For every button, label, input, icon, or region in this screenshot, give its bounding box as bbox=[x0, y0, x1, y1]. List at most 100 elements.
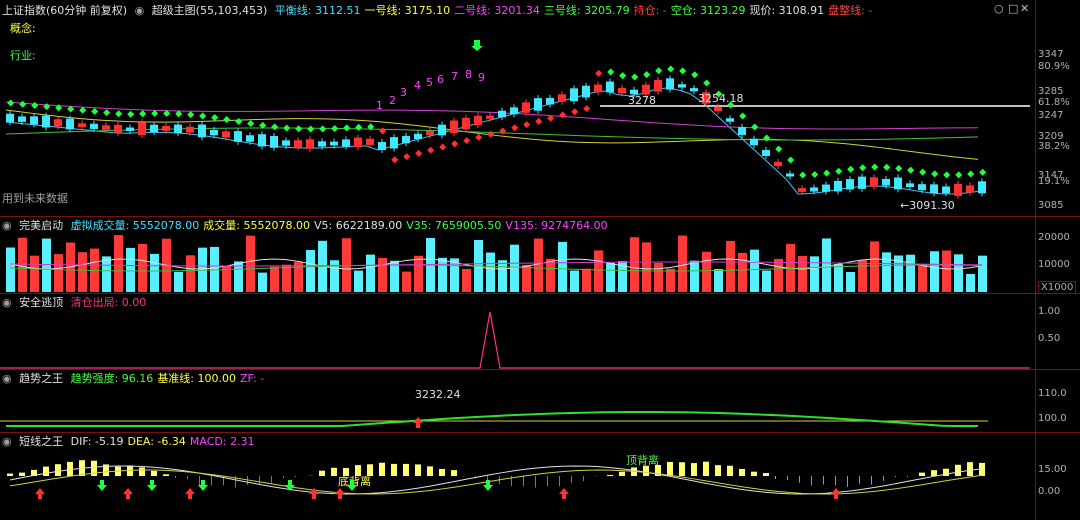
minimize-icon[interactable]: ○ bbox=[994, 2, 1004, 15]
candle-body bbox=[666, 78, 674, 90]
escape-chart[interactable] bbox=[0, 310, 1035, 370]
sequence-count-label: 6 bbox=[437, 73, 444, 86]
candle-body bbox=[654, 79, 662, 92]
macd-bar bbox=[871, 476, 872, 485]
peak-price-label: 3254.18 bbox=[698, 92, 744, 105]
indicator-name[interactable]: 超级主图(55,103,453) bbox=[151, 4, 268, 17]
future-data-note: 用到未来数据 bbox=[2, 192, 68, 205]
signal-dot bbox=[619, 72, 627, 80]
escape-signal-line bbox=[0, 311, 1030, 369]
volume-bar bbox=[498, 260, 507, 292]
panel-toggle-icon[interactable]: ◉ bbox=[2, 219, 12, 232]
price-tick: 80.9% bbox=[1038, 61, 1070, 72]
macd-bar bbox=[187, 476, 188, 480]
signal-dot bbox=[391, 156, 399, 164]
candle-body bbox=[966, 185, 974, 193]
macd-chart[interactable] bbox=[0, 450, 1035, 520]
macd-panel-name[interactable]: 短线之王 bbox=[19, 435, 64, 448]
macd-bar bbox=[739, 468, 745, 476]
candle-body bbox=[786, 173, 794, 177]
macd-bar bbox=[55, 464, 61, 476]
candlestick-chart[interactable] bbox=[0, 18, 1035, 218]
volume-bar bbox=[630, 237, 639, 292]
trend-label-0: 趋势强度: 96.16 bbox=[70, 372, 154, 385]
volume-tick: 10000 bbox=[1038, 259, 1070, 270]
signal-dot bbox=[847, 165, 855, 173]
candle-body bbox=[942, 186, 950, 194]
macd-bar bbox=[883, 476, 884, 481]
candle-body bbox=[42, 115, 50, 128]
volume-bar bbox=[390, 260, 399, 292]
ma-label-2: 二号线: 3201.34 bbox=[454, 4, 540, 17]
candle-body bbox=[594, 84, 602, 93]
signal-dot bbox=[511, 124, 519, 132]
signal-dot bbox=[655, 67, 663, 75]
volume-bar bbox=[774, 258, 783, 292]
candle-body bbox=[474, 115, 482, 126]
candle-body bbox=[258, 134, 266, 147]
down-arrow-icon bbox=[347, 480, 357, 491]
trend-labels: 趋势强度: 96.16 基准线: 100.00 ZF: - bbox=[71, 372, 269, 385]
volume-tick: 20000 bbox=[1038, 232, 1070, 243]
panel-toggle-icon[interactable]: ◉ bbox=[2, 435, 12, 448]
macd-bar bbox=[235, 476, 236, 488]
restore-icon[interactable]: □ bbox=[1008, 2, 1019, 15]
volume-bar bbox=[918, 264, 927, 292]
panel-separator bbox=[0, 432, 1080, 433]
main-title[interactable]: 上证指数(60分钟 前复权) bbox=[2, 4, 128, 17]
volume-bar bbox=[330, 260, 339, 292]
ma-label-1: 一号线: 3175.10 bbox=[364, 4, 451, 17]
volume-bar bbox=[726, 240, 735, 292]
candle-body bbox=[546, 97, 554, 105]
volume-panel-name[interactable]: 完美启动 bbox=[19, 219, 64, 232]
candle-body bbox=[702, 92, 710, 104]
macd-bar bbox=[727, 465, 733, 476]
signal-dot bbox=[7, 99, 15, 107]
volume-label-0: 虚拟成交量: 5552078.00 bbox=[70, 219, 200, 232]
sequence-count-label: 9 bbox=[478, 71, 485, 84]
signal-dot bbox=[967, 170, 975, 178]
candle-body bbox=[78, 123, 86, 128]
price-tick: 3285 bbox=[1038, 86, 1064, 97]
trend-panel-name[interactable]: 趋势之王 bbox=[19, 372, 64, 385]
panel-toggle-icon[interactable]: ◉ bbox=[2, 296, 12, 309]
down-arrow-icon bbox=[285, 480, 295, 491]
macd-bar bbox=[811, 476, 812, 486]
macd-bar bbox=[7, 473, 13, 476]
volume-bar bbox=[54, 254, 63, 292]
candle-body bbox=[630, 89, 638, 95]
signal-dot bbox=[91, 107, 99, 115]
volume-bar bbox=[678, 235, 687, 292]
escape-panel-name[interactable]: 安全逃顶 bbox=[19, 296, 64, 309]
volume-bar bbox=[870, 241, 879, 292]
sequence-count-label: 7 bbox=[451, 70, 458, 83]
macd-bar bbox=[283, 476, 284, 479]
volume-bar bbox=[522, 264, 531, 292]
macd-label-2: MACD: 2.31 bbox=[189, 435, 255, 448]
candle-body bbox=[714, 106, 722, 112]
volume-label-1: 成交量: 5552078.00 bbox=[203, 219, 310, 232]
volume-bar bbox=[546, 258, 555, 292]
macd-bar bbox=[931, 470, 937, 476]
indicator-toggle-icon[interactable]: ◉ bbox=[134, 4, 145, 17]
volume-bar bbox=[882, 252, 891, 292]
macd-tick: 15.00 bbox=[1038, 464, 1067, 475]
macd-bar bbox=[655, 464, 661, 476]
macd-bar bbox=[355, 465, 361, 476]
volume-bar bbox=[402, 271, 411, 292]
panel-toggle-icon[interactable]: ◉ bbox=[2, 372, 12, 385]
signal-dot bbox=[763, 134, 771, 142]
candle-body bbox=[30, 116, 38, 125]
candle-body bbox=[918, 184, 926, 191]
trend-chart[interactable] bbox=[0, 390, 1035, 440]
volume-bar bbox=[906, 254, 915, 292]
up-arrow-icon bbox=[185, 488, 195, 499]
close-icon[interactable]: ✕ bbox=[1020, 2, 1030, 15]
macd-bar bbox=[295, 476, 296, 477]
signal-dot bbox=[559, 111, 567, 119]
price-tick: 38.2% bbox=[1038, 141, 1070, 152]
signal-dot bbox=[175, 110, 183, 118]
volume-bar bbox=[222, 265, 231, 292]
volume-chart[interactable] bbox=[0, 234, 1035, 294]
macd-bar bbox=[103, 464, 109, 476]
